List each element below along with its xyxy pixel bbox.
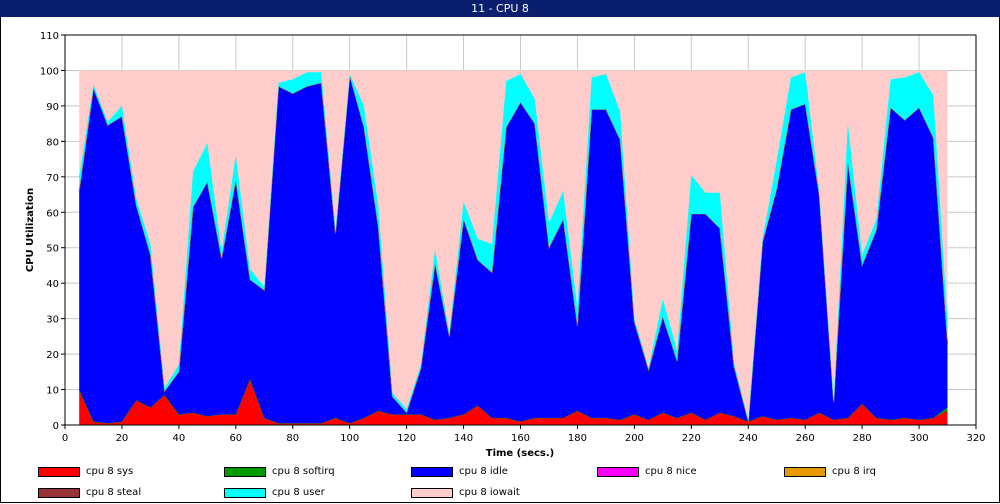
legend-item-cpu-8-steal: cpu 8 steal bbox=[38, 486, 141, 500]
legend-label: cpu 8 steal bbox=[86, 487, 142, 498]
legend-swatch bbox=[224, 488, 266, 498]
legend-swatch bbox=[224, 467, 266, 477]
legend-swatch bbox=[38, 488, 80, 498]
legend-item-cpu-8-irq: cpu 8 irq bbox=[784, 465, 876, 479]
legend-swatch bbox=[38, 467, 80, 477]
legend-label: cpu 8 nice bbox=[645, 466, 697, 477]
y-tick-label: 0 bbox=[53, 421, 59, 432]
legend-item-cpu-8-iowait: cpu 8 iowait bbox=[411, 486, 520, 500]
x-tick-label: 120 bbox=[397, 433, 416, 444]
x-tick-label: 20 bbox=[116, 433, 129, 444]
legend-item-cpu-8-user: cpu 8 user bbox=[224, 486, 325, 500]
legend-swatch bbox=[597, 467, 639, 477]
x-tick-label: 60 bbox=[229, 433, 242, 444]
x-tick-label: 200 bbox=[625, 433, 644, 444]
x-tick-label: 160 bbox=[511, 433, 530, 444]
y-tick-label: 70 bbox=[46, 173, 59, 184]
x-axis: 0 20 40 60 80 100 120 140 160 180 200 220 240 260 280 3… bbox=[62, 425, 986, 444]
y-tick-label: 60 bbox=[46, 208, 59, 219]
legend-swatch bbox=[784, 467, 826, 477]
cpu-utilization-chart: 0 20 40 60 80 100 120 140 160 180 200 220 240 260 280 3… bbox=[25, 31, 986, 459]
legend-label: cpu 8 sys bbox=[86, 466, 134, 477]
legend-label: cpu 8 irq bbox=[832, 466, 876, 477]
legend-item-cpu-8-nice: cpu 8 nice bbox=[597, 465, 697, 479]
legend-label: cpu 8 iowait bbox=[459, 487, 520, 498]
legend-swatch bbox=[411, 488, 453, 498]
area-series-cpu-8-sys bbox=[79, 378, 948, 425]
legend-label: cpu 8 softirq bbox=[272, 466, 335, 477]
legend: cpu 8 sys cpu 8 softirq cpu 8 idle cpu 8 ni… bbox=[0, 462, 1000, 504]
x-tick-label: 100 bbox=[340, 433, 359, 444]
x-tick-label: 300 bbox=[910, 433, 929, 444]
legend-label: cpu 8 user bbox=[272, 487, 325, 498]
window-title-bar: 11 - CPU 8 bbox=[0, 0, 1000, 17]
y-tick-label: 110 bbox=[40, 31, 59, 42]
x-axis-label: Time (secs.) bbox=[486, 448, 555, 459]
x-tick-label: 240 bbox=[739, 433, 758, 444]
y-tick-label: 80 bbox=[46, 137, 59, 148]
x-tick-label: 0 bbox=[62, 433, 68, 444]
legend-item-cpu-8-softirq: cpu 8 softirq bbox=[224, 465, 335, 479]
x-tick-label: 140 bbox=[454, 433, 473, 444]
y-tick-label: 90 bbox=[46, 102, 59, 113]
y-tick-label: 50 bbox=[46, 244, 59, 255]
x-tick-label: 220 bbox=[682, 433, 701, 444]
x-tick-label: 280 bbox=[853, 433, 872, 444]
legend-swatch bbox=[411, 467, 453, 477]
legend-label: cpu 8 idle bbox=[459, 466, 508, 477]
window-title: 11 - CPU 8 bbox=[471, 2, 529, 15]
x-tick-label: 260 bbox=[796, 433, 815, 444]
legend-item-cpu-8-idle: cpu 8 idle bbox=[411, 465, 508, 479]
x-tick-label: 320 bbox=[966, 433, 985, 444]
area-series-cpu-8-user bbox=[79, 72, 948, 422]
x-tick-label: 80 bbox=[286, 433, 299, 444]
y-tick-label: 100 bbox=[40, 66, 59, 77]
y-axis-label: CPU Utilization bbox=[25, 188, 36, 272]
area-series-cpu-8-iowait bbox=[79, 70, 948, 420]
y-tick-label: 40 bbox=[46, 279, 59, 290]
stacked-areas bbox=[78, 70, 948, 425]
y-tick-label: 10 bbox=[46, 386, 59, 397]
y-axis: 0 10 20 30 40 50 60 70 80 90 100 110 bbox=[40, 31, 65, 432]
y-tick-label: 30 bbox=[46, 315, 59, 326]
x-tick-label: 40 bbox=[173, 433, 186, 444]
y-tick-label: 20 bbox=[46, 350, 59, 361]
legend-item-cpu-8-sys: cpu 8 sys bbox=[38, 465, 133, 479]
x-tick-label: 180 bbox=[568, 433, 587, 444]
